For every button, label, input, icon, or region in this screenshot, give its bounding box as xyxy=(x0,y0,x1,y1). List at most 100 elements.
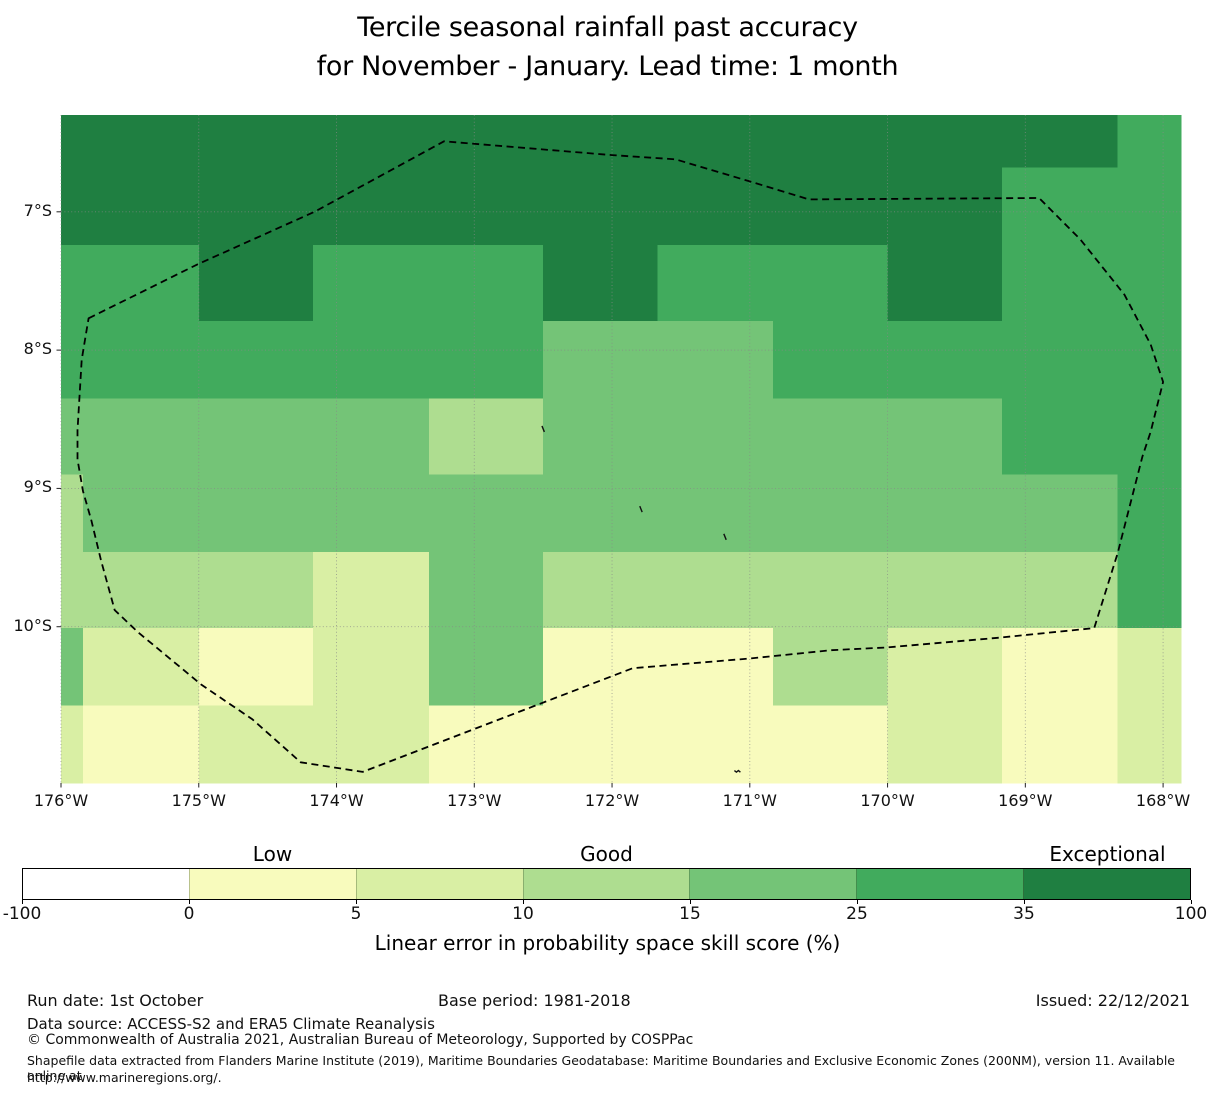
heatmap-cell xyxy=(313,552,430,629)
y-tick-label: 10°S xyxy=(13,615,52,635)
heatmap-cell xyxy=(313,321,430,400)
heatmap-cell xyxy=(61,115,84,169)
x-tick-label: 175°W xyxy=(171,791,226,810)
heatmap-cell xyxy=(83,552,200,629)
heatmap-cell xyxy=(1001,628,1119,707)
colorbar-segment xyxy=(856,869,1024,899)
heatmap-cell xyxy=(543,398,659,476)
heatmap-cell xyxy=(198,167,314,246)
heatmap-cell xyxy=(428,628,544,707)
island-mark xyxy=(723,533,727,541)
chart-title: Tercile seasonal rainfall past accuracy … xyxy=(0,8,1215,86)
heatmap-cell xyxy=(313,167,430,246)
heatmap-cell xyxy=(83,398,200,476)
heatmap-cell xyxy=(428,705,544,784)
heatmap-cell xyxy=(543,705,659,784)
heatmap-cell xyxy=(543,321,659,400)
heatmap-cell xyxy=(198,474,314,553)
heatmap-cell xyxy=(887,167,1003,246)
heatmap-cell xyxy=(543,245,659,322)
footer-shapefile-note-line1: Shapefile data extracted from Flanders M… xyxy=(27,1053,1175,1083)
footer-base-period: Base period: 1981-2018 xyxy=(438,991,631,1010)
heatmap-cell xyxy=(887,115,1003,169)
footer-data-source: Data source: ACCESS-S2 and ERA5 Climate … xyxy=(27,1015,435,1033)
heatmap-cell xyxy=(657,167,774,246)
heatmap-cell xyxy=(773,705,889,784)
y-tick-label: 8°S xyxy=(23,339,52,359)
heatmap-cell xyxy=(657,552,774,629)
heatmap-cell xyxy=(657,321,774,400)
heatmap-cell xyxy=(1001,167,1119,246)
y-tick-label: 9°S xyxy=(23,477,52,497)
x-tick-label: 171°W xyxy=(722,791,777,810)
colorbar-tick-label: 35 xyxy=(1013,904,1035,924)
heatmap-cell xyxy=(773,552,889,629)
heatmap-cell xyxy=(428,474,544,553)
colorbar-tick-label: 100 xyxy=(1174,904,1208,924)
heatmap-cell xyxy=(773,628,889,707)
colorbar-tick-label: 25 xyxy=(846,904,868,924)
heatmap-cell xyxy=(543,474,659,553)
y-tick-label: 7°S xyxy=(23,200,52,220)
heatmap-cell xyxy=(198,705,314,784)
colorbar-segment xyxy=(355,869,523,899)
heatmap-cell xyxy=(83,167,200,246)
heatmap-cell xyxy=(543,115,659,169)
heatmap-cell xyxy=(657,474,774,553)
heatmap-cell xyxy=(313,628,430,707)
heatmap-cell xyxy=(773,398,889,476)
x-tick-label: 169°W xyxy=(998,791,1053,810)
colorbar-tick-label: 10 xyxy=(512,904,534,924)
x-tick-label: 172°W xyxy=(584,791,640,810)
colorbar-segment xyxy=(188,869,356,899)
heatmap-cell xyxy=(83,115,200,169)
heatmap-cell xyxy=(428,552,544,629)
heatmap-cell xyxy=(887,628,1003,707)
colorbar-tick xyxy=(21,900,23,904)
heatmap-cell xyxy=(198,628,314,707)
heatmap-cell xyxy=(1001,705,1119,784)
heatmap-cell xyxy=(773,115,889,169)
colorbar-category-label: Low xyxy=(252,842,293,866)
heatmap-cell xyxy=(198,115,314,169)
colorbar-segment xyxy=(522,869,690,899)
heatmap-cell xyxy=(887,705,1003,784)
footer-run-date: Run date: 1st October xyxy=(27,991,204,1010)
heatmap-cell xyxy=(657,115,774,169)
heatmap-cell xyxy=(313,245,430,322)
heatmap-cell xyxy=(428,245,544,322)
heatmap-cell xyxy=(1001,398,1119,476)
heatmap-cell xyxy=(773,321,889,400)
heatmap-cell xyxy=(61,321,84,400)
heatmap-cell xyxy=(887,245,1003,322)
heatmap-cell xyxy=(198,321,314,400)
chart-title-line1: Tercile seasonal rainfall past accuracy xyxy=(357,12,858,43)
heatmap-cell xyxy=(83,245,200,322)
heatmap-cell xyxy=(543,552,659,629)
island-mark xyxy=(541,425,546,433)
x-tick-label: 173°W xyxy=(447,791,502,810)
colorbar-tick-label: 0 xyxy=(183,904,195,924)
heatmap-cell xyxy=(657,245,774,322)
heatmap-cell xyxy=(1001,245,1119,322)
heatmap-cell xyxy=(1001,321,1119,400)
heatmap-cell xyxy=(428,167,544,246)
heatmap-cell xyxy=(428,398,544,476)
heatmap-cell xyxy=(657,705,774,784)
x-tick-label: 174°W xyxy=(309,791,364,810)
heatmap-cell xyxy=(313,474,430,553)
heatmap-cell xyxy=(428,115,544,169)
x-tick-label: 176°W xyxy=(33,791,89,810)
island-mark xyxy=(733,769,741,774)
heatmap-cell xyxy=(1001,552,1119,629)
heatmap-cell xyxy=(198,552,314,629)
chart-title-line2: for November - January. Lead time: 1 mon… xyxy=(316,51,899,82)
heatmap-cell xyxy=(61,705,84,784)
colorbar-tick xyxy=(689,900,691,904)
heatmap-cell xyxy=(1001,474,1119,553)
colorbar-category-label: Exceptional xyxy=(1049,842,1166,866)
colorbar-tick-label: 15 xyxy=(679,904,701,924)
colorbar-tick-label: 5 xyxy=(350,904,362,924)
